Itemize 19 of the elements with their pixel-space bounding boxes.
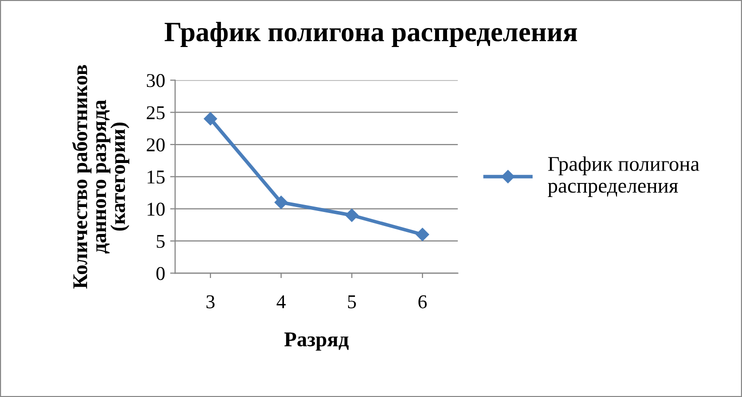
y-tick-label: 5 <box>156 234 165 248</box>
y-tick-label: 15 <box>148 170 165 184</box>
point <box>204 112 218 126</box>
y-tick-label: 0 <box>156 266 165 280</box>
x-tick-label: 6 <box>418 295 427 308</box>
y-tick-label: 30 <box>146 74 165 88</box>
point <box>345 208 358 222</box>
x-tick-label: 5 <box>348 295 356 308</box>
chart-title: График полигона распределения <box>164 22 578 48</box>
x-tick-label: 3 <box>206 295 215 308</box>
point <box>416 228 430 242</box>
x-axis-title: Разряд <box>284 332 349 351</box>
y-tick-label: 20 <box>146 138 165 152</box>
legend-label: График полигона распределения <box>548 156 700 198</box>
x-tick-label: 4 <box>276 295 286 308</box>
y-tick-label: 25 <box>146 106 165 120</box>
y-axis-title: Количество работников данного разряда (категории) <box>72 64 130 289</box>
y-tick-label: 10 <box>148 202 165 216</box>
point <box>274 196 288 209</box>
